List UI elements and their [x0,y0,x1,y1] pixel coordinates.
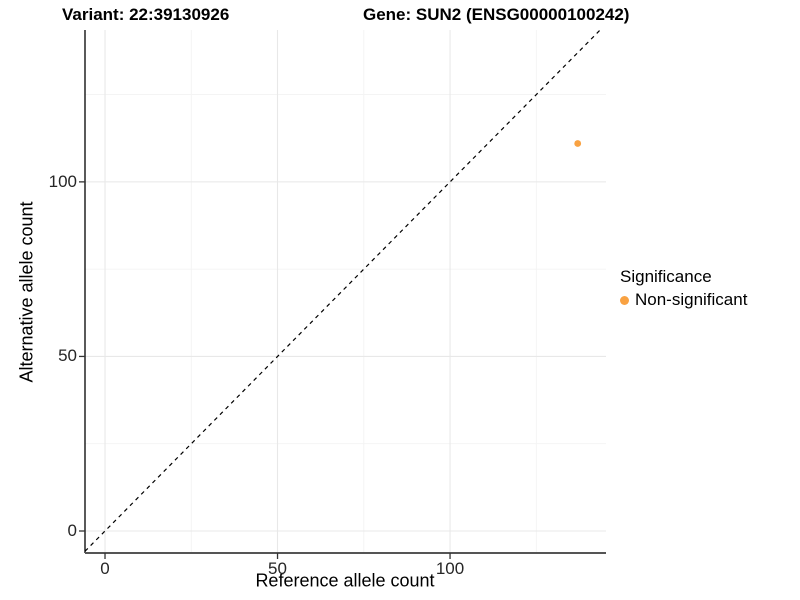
x-tick-label: 100 [435,559,465,578]
data-point [574,140,582,147]
y-tick-label: 0 [67,521,77,540]
y-tick-label: 50 [58,346,77,366]
legend-item-non-significant: Non-significant [620,290,747,310]
x-axis-title: Reference allele count [255,570,435,591]
identity-reference-line [84,29,601,552]
y-tick-label: 100 [48,171,77,191]
legend-title: Significance [620,267,712,286]
legend-item-label: Non-significant [635,290,748,309]
plot-title-gene: Gene: SUN2 (ENSG00000100242) [363,5,630,24]
legend: Significance Non-significant [620,267,747,310]
x-tick-label: 0 [100,559,110,578]
plot-title-variant: Variant: 22:39130926 [62,5,230,24]
legend-point-icon [620,295,629,305]
x-tick-label: 50 [268,559,287,578]
